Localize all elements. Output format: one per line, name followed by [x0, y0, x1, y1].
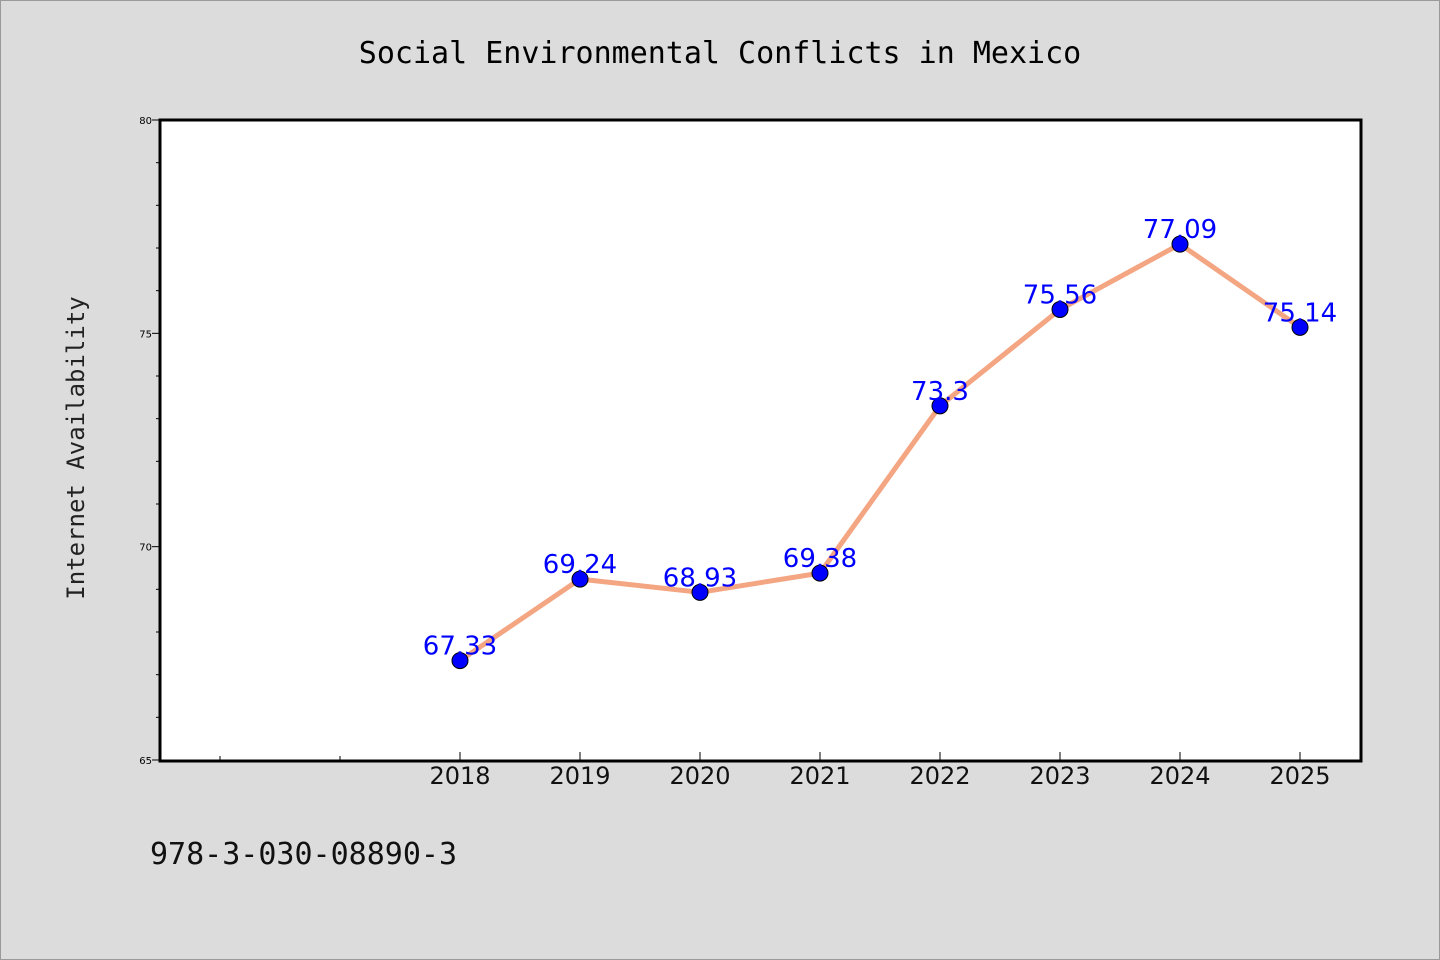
series-line-segment: [1057, 241, 1183, 312]
y-tick-label: 70: [139, 543, 152, 554]
data-point-marker: [571, 570, 589, 588]
x-tick-label: 2018: [429, 762, 490, 790]
chart-title: Social Environmental Conflicts in Mexico: [359, 36, 1081, 71]
series-line-segment: [1177, 241, 1303, 330]
series-line-segment: [817, 403, 943, 576]
y-tick-label: 65: [139, 756, 152, 767]
series-line-segment: [937, 306, 1063, 409]
data-label: 67.33: [423, 632, 497, 662]
x-tick-label: 2022: [909, 762, 970, 790]
data-point-marker: [1291, 318, 1309, 336]
series-line-segment: [457, 576, 583, 664]
y-tick-label: 80: [139, 116, 152, 127]
series-line-segment: [577, 576, 703, 595]
data-label: 68.93: [663, 563, 737, 593]
x-tick-label: 2021: [789, 762, 850, 790]
x-tick-label: 2019: [549, 762, 610, 790]
data-point-marker: [931, 397, 949, 415]
y-tick-label: 75: [139, 329, 152, 340]
data-label: 77.09: [1143, 215, 1217, 245]
data-labels: 67.33 69.24 68.93 69.38 73.3 75.56 77.09 75.14: [423, 215, 1337, 661]
y-axis-label: Internet Availability: [62, 296, 90, 599]
plot-border: [158, 118, 1363, 763]
data-label: 73.3: [911, 377, 969, 407]
series-line-segment: [697, 570, 823, 595]
data-label: 69.38: [783, 544, 857, 574]
footer-text: 978-3-030-08890-3: [150, 837, 457, 872]
data-point-marker: [1171, 235, 1189, 253]
x-tick-label: 2024: [1149, 762, 1210, 790]
x-tick-label: 2023: [1029, 762, 1090, 790]
series-lines: [457, 241, 1303, 664]
axis-ticks: 65 70 75 80 2018 2019 2020 2021 2022 2023 2024 2025: [139, 116, 1330, 790]
data-label: 75.56: [1023, 280, 1097, 310]
x-tick-label: 2025: [1269, 762, 1330, 790]
data-point-marker: [451, 652, 469, 670]
x-tick-label: 2020: [669, 762, 730, 790]
data-label: 75.14: [1263, 298, 1337, 328]
series-markers: [451, 235, 1309, 670]
data-label: 69.24: [543, 550, 617, 580]
data-point-marker: [691, 583, 709, 601]
data-point-marker: [1051, 300, 1069, 318]
plot-area: [160, 120, 1361, 761]
data-point-marker: [811, 564, 829, 582]
